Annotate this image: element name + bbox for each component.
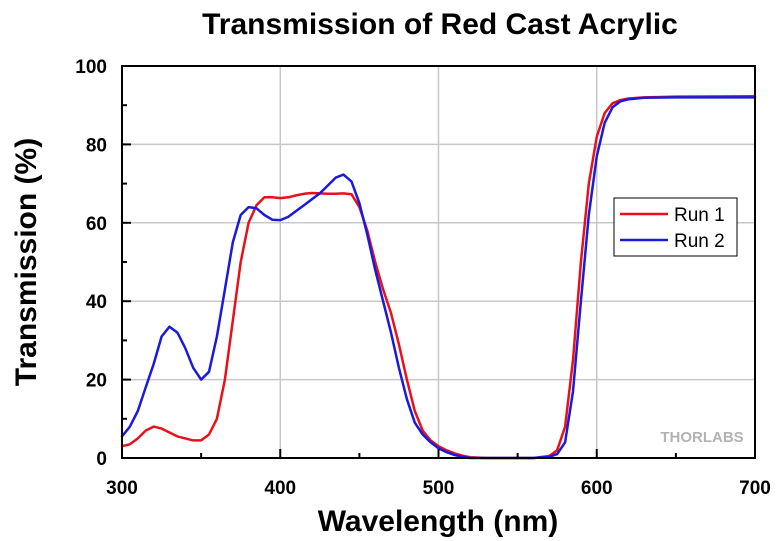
- legend-box: [613, 197, 738, 257]
- series-lines: [120, 94, 757, 460]
- y-tick-label-20: 20: [86, 371, 107, 392]
- x-tick-labels: 300 400 500 600 700: [106, 478, 771, 499]
- x-tick-label-400: 400: [264, 478, 296, 499]
- y-tick-label-60: 60: [86, 214, 107, 235]
- watermark: THORLABS: [660, 429, 743, 446]
- y-tick-label-0: 0: [96, 449, 107, 470]
- chart-title: Transmission of Red Cast Acrylic: [202, 8, 678, 41]
- legend-label-run-2: Run 2: [674, 231, 725, 252]
- legend: Run 1 Run 2: [613, 197, 738, 257]
- x-tick-label-500: 500: [423, 478, 455, 499]
- watermark-text: THORLABS: [660, 429, 743, 446]
- y-tick-label-40: 40: [86, 292, 107, 313]
- y-tick-label-100: 100: [75, 57, 107, 78]
- series-line-run-2: [120, 96, 757, 460]
- y-tick-label-80: 80: [86, 135, 107, 156]
- x-tick-label-300: 300: [106, 478, 138, 499]
- x-axis-label: Wavelength (nm): [318, 505, 559, 538]
- x-tick-label-600: 600: [581, 478, 613, 499]
- y-tick-labels: 0 20 40 60 80 100: [75, 57, 107, 470]
- grid: [121, 65, 756, 459]
- y-axis-label: Transmission (%): [10, 138, 43, 386]
- x-tick-label-700: 700: [739, 478, 771, 499]
- axis-ticks: [121, 65, 756, 459]
- legend-label-run-1: Run 1: [674, 205, 725, 226]
